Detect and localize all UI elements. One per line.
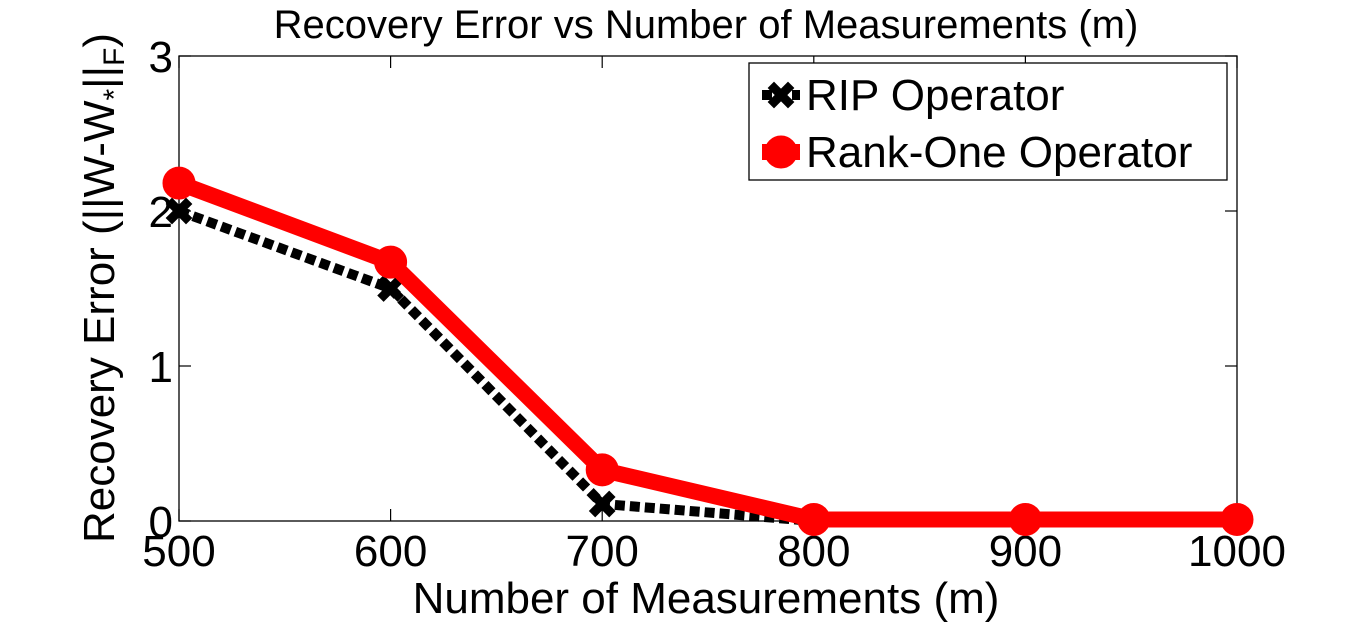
y-axis-label: Recovery Error (||W-W*||F) — [75, 33, 131, 543]
legend-marker-rip — [767, 81, 795, 109]
y-tick-label-2: 2 — [149, 188, 173, 237]
series-line-rank-one — [176, 175, 1237, 528]
series-layer — [162, 166, 1254, 536]
legend-marker-rank-one — [764, 135, 798, 169]
x-tick-label-700: 700 — [565, 527, 638, 576]
rank-one-point-700 — [585, 453, 619, 487]
x-tick-label-600: 600 — [354, 527, 427, 576]
series-1 — [162, 166, 1254, 536]
y-tick-label-1: 1 — [149, 343, 173, 392]
y-tick-label-3: 3 — [149, 33, 173, 82]
chart-title: Recovery Error vs Number of Measurements… — [274, 3, 1139, 47]
legend-entry-0: RIP Operator — [762, 71, 1064, 120]
rank-one-point-900 — [1008, 502, 1042, 536]
y-axis-label-sub1: * — [98, 89, 131, 101]
rank-one-point-1000 — [1220, 502, 1254, 536]
legend-label-0: RIP Operator — [806, 71, 1064, 120]
legend-label-1: Rank-One Operator — [806, 128, 1192, 177]
rip-point-700 — [588, 490, 616, 518]
legend: RIP Operator Rank-One Operator — [748, 62, 1228, 181]
y-axis-label-main: Recovery Error (||W-W — [75, 100, 124, 543]
rank-one-point-800 — [797, 502, 831, 536]
legend-entry-1: Rank-One Operator — [762, 128, 1192, 177]
rip-point-500 — [165, 197, 193, 225]
rip-point-600 — [377, 275, 404, 302]
series-line-rip — [177, 206, 1237, 526]
y-axis-label-mid: || — [75, 66, 124, 89]
rank-one-point-500 — [162, 166, 196, 200]
y-axis-label-end: ) — [75, 33, 124, 48]
legend-box — [748, 62, 1228, 181]
x-tick-label-500: 500 — [142, 527, 215, 576]
rank-one-point-600 — [374, 245, 408, 279]
y-tick-label-0: 0 — [149, 498, 173, 547]
y-axis-label-sub2: F — [98, 48, 131, 66]
x-axis-label: Number of Measurements (m) — [413, 574, 1000, 623]
